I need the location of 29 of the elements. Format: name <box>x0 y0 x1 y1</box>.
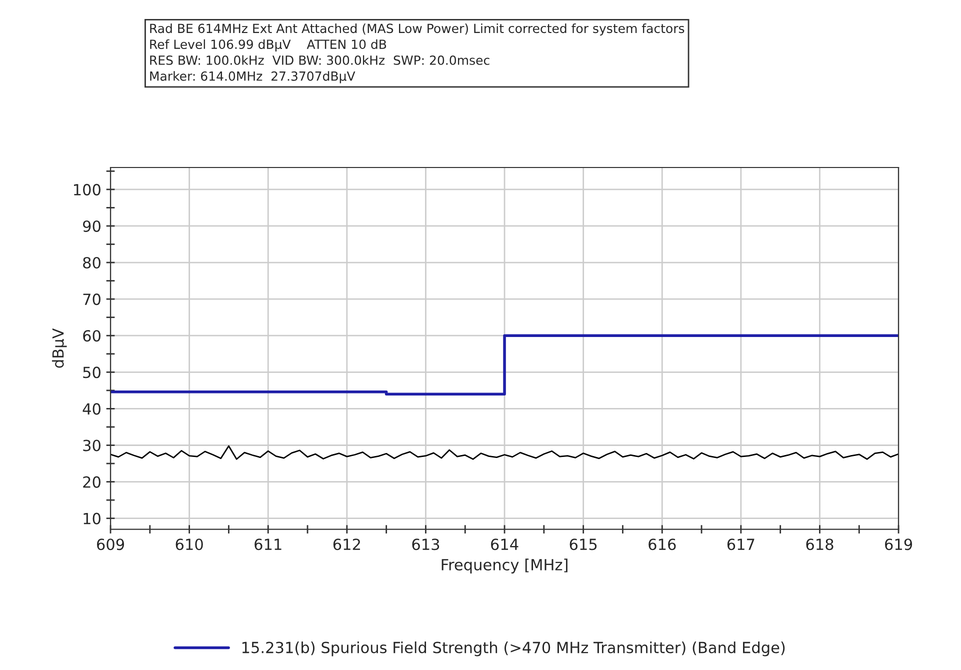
x-tick-label: 618 <box>806 538 834 550</box>
y-tick-label: 50 <box>83 366 100 378</box>
y-tick-label: 30 <box>83 440 100 452</box>
x-tick-label: 613 <box>412 538 440 550</box>
x-tick-label: 616 <box>648 538 676 550</box>
y-axis-title: dBµV <box>52 328 67 368</box>
text: Ref Level 106.99 dBµV ATTEN 10 dB <box>150 39 386 52</box>
x-tick-label: 619 <box>885 538 912 550</box>
x-tick-label: 615 <box>570 538 597 550</box>
x-tick-label: 609 <box>97 538 124 550</box>
y-tick-label: 60 <box>83 330 100 342</box>
y-tick-label: 20 <box>83 476 100 488</box>
y-tick-label: 90 <box>83 220 100 232</box>
y-tick-label: 40 <box>82 403 100 415</box>
line-series <box>110 445 899 460</box>
y-tick-label: 100 <box>74 184 100 196</box>
x-tick-label: 612 <box>333 538 360 550</box>
x-axis-title: Frequency [MHz] <box>442 558 568 574</box>
x-tick-label: 611 <box>254 538 282 550</box>
legend-label: 15.231(b) Spurious Field Strength (>470 MHz Transmitter) (Band Edge) <box>242 641 785 656</box>
text: RES BW: 100.0kHz VID BW: 300.0kHz SWP: 20.0msec <box>150 55 490 65</box>
y-tick-label: 70 <box>83 294 100 306</box>
x-tick-label: 614 <box>491 538 518 550</box>
text: Marker: 614.0MHz 27.3707dBµV <box>150 71 356 84</box>
x-tick-label: 610 <box>176 538 203 550</box>
x-tick-label: 617 <box>727 538 754 550</box>
y-tick-label: 10 <box>84 512 100 524</box>
chart-title: Rad BE 614MHz Ext Ant Attached (MAS Low Power) Limit corrected for system factors <box>150 23 684 36</box>
y-tick-label: 80 <box>83 256 100 269</box>
